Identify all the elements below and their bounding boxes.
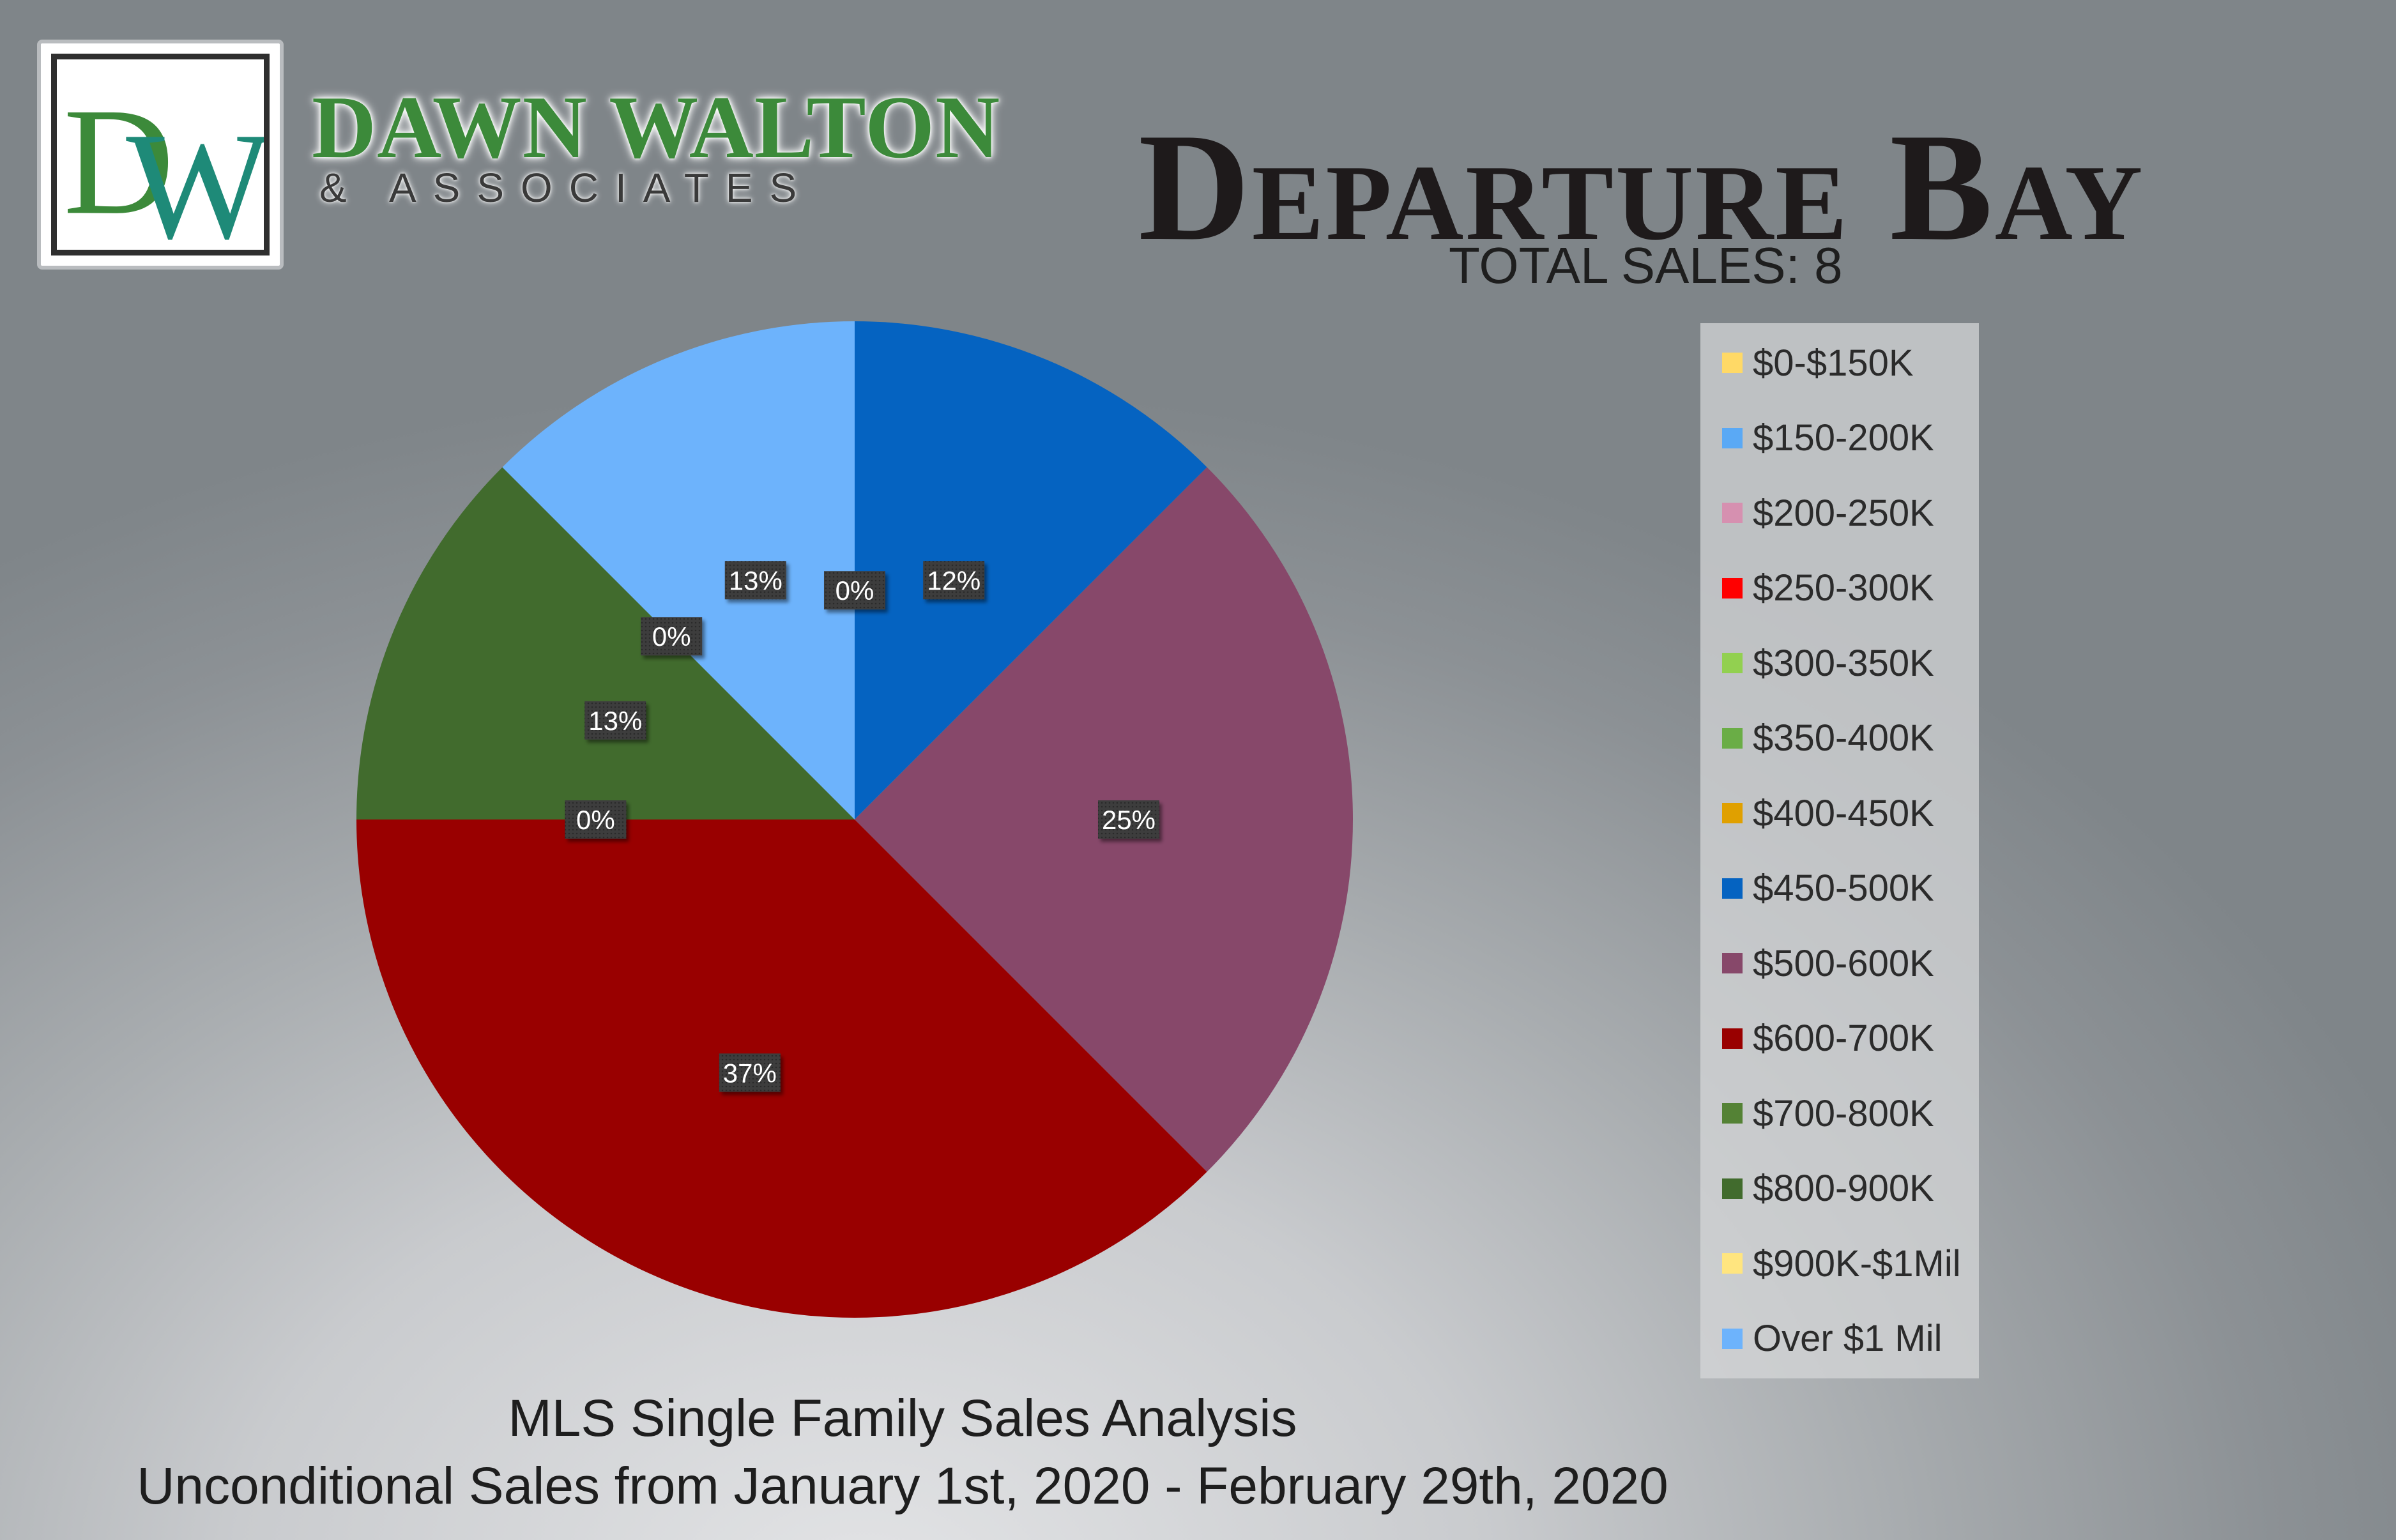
data-label-800-900k: 13% [584,701,646,740]
pie-slice-450-500k [855,321,1207,820]
data-label-box [1098,800,1159,839]
data-label-450-500k: 12% [923,561,985,600]
legend-label: $500-600K [1753,942,1934,984]
data-label-box [724,561,786,600]
legend-label: $800-900K [1753,1168,1934,1209]
legend-label: $900K-$1Mil [1753,1242,1961,1285]
legend-label: $0-$150K [1753,342,1914,384]
chart-title: Departure Bay [1138,102,2145,273]
legend-item-700-800k: $700-800K [1722,1088,1934,1139]
logo-letter-d: D [63,76,174,246]
brand-name: DAWN WALTON [312,78,1001,177]
logo-frame: D W [51,54,270,255]
data-label-500-600k: 25% [1098,800,1159,839]
chart-legend: $0-$150K $150-200K $200-250K $250-300K $300-… [1700,323,1979,1378]
chart-subtitle-2: Unconditional Sales from January 1st, 20… [137,1457,1668,1515]
legend-item-500-600k: $500-600K [1722,938,1934,989]
legend-item-200-250k: $200-250K [1722,487,1934,538]
legend-item-800-900k: $800-900K [1722,1163,1934,1214]
legend-label: Over $1 Mil [1753,1318,1942,1359]
legend-label: $250-300K [1753,567,1934,609]
pie-data-labels: 12% 25% 37% 0% 13% 0% 13% 0% [565,561,1159,1092]
legend-swatch [1722,1178,1743,1199]
data-label-text: 12% [927,565,981,595]
legend-swatch [1722,503,1743,523]
legend-swatch [1722,1028,1743,1049]
data-label-900k-1mil: 0% [641,617,703,656]
data-label-text: 13% [588,706,642,736]
legend-label: $300-350K [1753,642,1934,684]
data-label-700-800k: 0% [565,800,627,839]
brand-subtitle: & ASSOCIATES [319,165,814,211]
legend-item-450-500k: $450-500K [1722,863,1934,914]
legend-label: $600-700K [1753,1018,1934,1059]
data-label-over-1-mil: 13% [724,561,786,600]
pie-slices [356,321,1353,1318]
data-label-box [565,800,627,839]
data-label-box [641,617,703,656]
legend-swatch [1722,353,1743,373]
data-label-text: 0% [576,805,615,835]
pie-slice-600-700k [356,820,1207,1318]
legend-swatch [1722,878,1743,899]
legend-item-over-1-mil: Over $1 Mil [1722,1313,1942,1364]
legend-swatch [1722,1328,1743,1349]
legend-item-250-300k: $250-300K [1722,563,1934,614]
logo-letter-w: W [126,101,264,250]
legend-swatch [1722,1103,1743,1124]
legend-item-300-350k: $300-350K [1722,637,1934,689]
legend-label: $700-800K [1753,1092,1934,1134]
legend-swatch [1722,953,1743,973]
legend-item-0-150k: $0-$150K [1722,337,1914,388]
legend-item-150-200k: $150-200K [1722,413,1934,464]
legend-swatch [1722,427,1743,448]
data-label-text: 0% [652,621,691,652]
pie-chart: 12% 25% 37% 0% 13% 0% 13% 0% [356,321,1353,1318]
legend-swatch [1722,577,1743,598]
legend-label: $400-450K [1753,792,1934,834]
data-label-0-150k: 0% [824,571,885,610]
data-label-text: 37% [723,1058,777,1088]
logo: D W [37,40,284,270]
legend-label: $450-500K [1753,867,1934,909]
pie-slice-over-1-mil [502,321,855,820]
legend-item-600-700k: $600-700K [1722,1013,1934,1064]
data-label-text: 13% [729,565,782,595]
legend-item-400-450k: $400-450K [1722,788,1934,839]
data-label-box [584,701,646,740]
chart-subtitle-1: MLS Single Family Sales Analysis [508,1389,1297,1447]
data-label-text: 0% [836,576,874,606]
legend-swatch [1722,1253,1743,1274]
legend-swatch [1722,653,1743,673]
legend-swatch [1722,728,1743,749]
total-sales: TOTAL SALES: 8 [1449,237,1843,294]
data-label-text: 25% [1102,805,1156,835]
data-label-600-700k: 37% [719,1053,781,1092]
data-label-box [719,1053,781,1092]
legend-label: $150-200K [1753,417,1934,459]
logo-mark: D W [63,76,264,250]
legend-item-350-400k: $350-400K [1722,713,1934,764]
data-label-box [824,571,885,610]
legend-swatch [1722,803,1743,823]
legend-item-900k-1mil: $900K-$1Mil [1722,1238,1961,1289]
legend-label: $200-250K [1753,492,1934,534]
data-label-box [923,561,985,600]
pie-slice-800-900k [356,467,855,820]
legend-label: $350-400K [1753,717,1934,759]
